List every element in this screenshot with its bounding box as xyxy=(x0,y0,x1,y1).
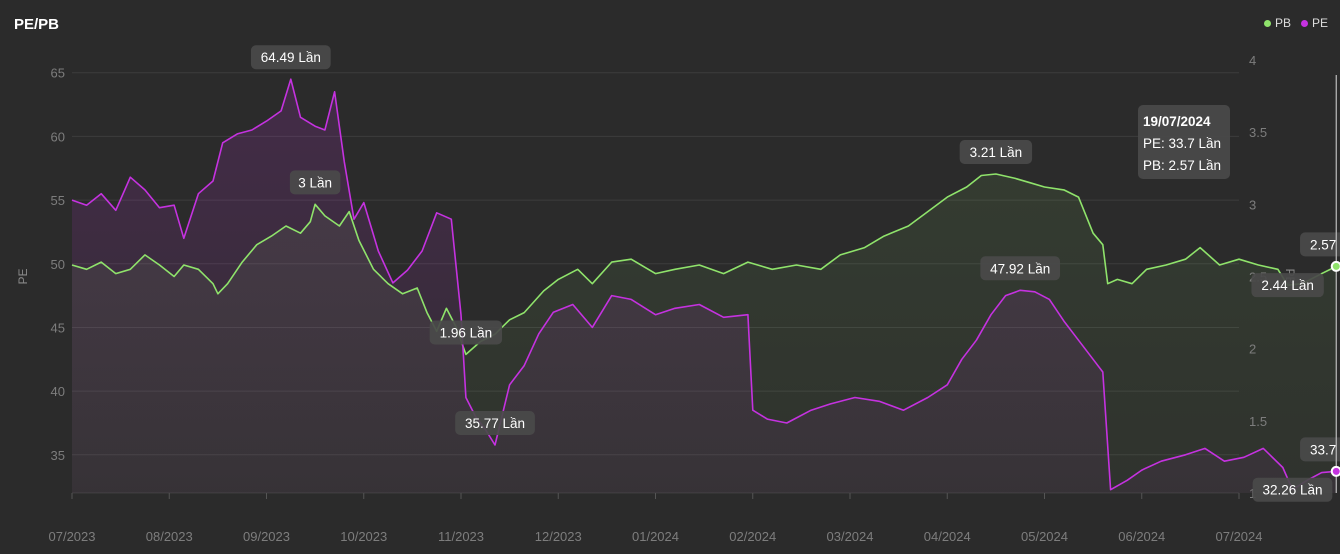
data-label-badges: 64.49 Lần 3 Lần 1.96 Lần 35.77 Lần 3.21 Lần 4… xyxy=(250,45,1340,502)
legend-label-pb: PB xyxy=(1274,16,1291,30)
x-tick-label: 05/2024 xyxy=(1021,529,1068,544)
x-tick-label: 12/2023 xyxy=(535,529,582,544)
legend-swatch-pb xyxy=(1263,19,1271,27)
badge-background xyxy=(250,45,331,70)
series-line-pe xyxy=(71,78,1337,491)
x-tick-label: 02/2024 xyxy=(729,529,776,544)
badge-text: 2.44 Lần xyxy=(1261,278,1314,293)
badge-text: 47.92 Lần xyxy=(990,261,1050,276)
pb-hover-marker xyxy=(1330,260,1340,272)
chart-axes: 3540455055606511.522.533.5407/202308/202… xyxy=(16,53,1297,544)
y-left-tick-label: 55 xyxy=(51,193,65,208)
hover-tooltip: 19/07/2024 PE: 33.7 Lần PB: 2.57 Lần xyxy=(1138,75,1340,493)
x-tick-label: 01/2024 xyxy=(632,529,679,544)
data-label-badge: 3 Lần xyxy=(289,170,341,195)
badge-text: 3 Lần xyxy=(298,175,332,190)
x-tick-label: 11/2023 xyxy=(438,529,484,544)
y-right-tick-label: 2 xyxy=(1249,342,1256,357)
badge-text: 2.57 Lần xyxy=(1310,237,1340,252)
badge-background xyxy=(455,410,535,435)
badge-background xyxy=(1300,437,1340,462)
series-area-pe xyxy=(72,79,1337,493)
series-line-pb xyxy=(71,173,1337,356)
pe-hover-marker xyxy=(1330,465,1340,477)
x-tick-label: 03/2024 xyxy=(827,529,874,544)
y-right-tick-label: 1.5 xyxy=(1249,414,1267,429)
legend-swatch-pe xyxy=(1300,19,1308,27)
tooltip-background xyxy=(1138,105,1230,179)
badge-background xyxy=(1300,232,1340,257)
data-label-badge: 3.21 Lần xyxy=(959,140,1033,165)
series-lines xyxy=(71,78,1337,491)
badge-background xyxy=(289,170,341,195)
x-tick-label: 06/2024 xyxy=(1118,529,1165,544)
y-left-tick-label: 40 xyxy=(51,384,65,399)
data-label-badge: 2.44 Lần xyxy=(1251,273,1324,298)
badge-text: 33.7 Lần xyxy=(1310,442,1340,457)
badge-text: 3.21 Lần xyxy=(970,145,1023,160)
y-right-tick-label: 1 xyxy=(1249,486,1256,501)
badge-background xyxy=(959,140,1033,165)
y-left-tick-label: 45 xyxy=(51,320,65,335)
badge-background xyxy=(1252,477,1333,502)
data-label-badge: 2.57 Lần xyxy=(1300,232,1340,257)
x-tick-label: 10/2023 xyxy=(340,529,387,544)
x-tick-label: 07/2023 xyxy=(49,529,96,544)
x-tick-label: 09/2023 xyxy=(243,529,290,544)
y-left-tick-label: 50 xyxy=(51,257,65,272)
data-label-badge: 35.77 Lần xyxy=(455,410,535,435)
x-tick-label: 04/2024 xyxy=(924,529,971,544)
data-label-badge: 32.26 Lần xyxy=(1252,477,1333,502)
tooltip-pe: PE: 33.7 Lần xyxy=(1143,136,1221,151)
badge-background xyxy=(429,320,503,345)
x-tick-label: 08/2023 xyxy=(146,529,193,544)
y-right-tick-label: 3.5 xyxy=(1249,125,1267,140)
legend-label-pe: PE xyxy=(1311,16,1328,30)
data-label-badge: 33.7 Lần xyxy=(1300,437,1340,462)
legend-item-pe[interactable]: PE xyxy=(1300,16,1328,30)
series-areas xyxy=(72,79,1337,493)
badge-text: 1.96 Lần xyxy=(440,325,493,340)
y-left-tick-label: 60 xyxy=(51,129,65,144)
y-left-tick-label: 35 xyxy=(51,448,65,463)
y-left-tick-label: 65 xyxy=(51,66,65,81)
tooltip-box: 19/07/2024 PE: 33.7 Lần PB: 2.57 Lần xyxy=(1138,105,1230,179)
badge-text: 32.26 Lần xyxy=(1262,483,1322,498)
legend-item-pb[interactable]: PB xyxy=(1263,16,1291,30)
data-label-badge: 1.96 Lần xyxy=(429,320,503,345)
badge-text: 35.77 Lần xyxy=(465,416,525,431)
tooltip-pb: PB: 2.57 Lần xyxy=(1143,158,1221,173)
y-left-axis-title: PE xyxy=(16,268,30,284)
badge-text: 64.49 Lần xyxy=(261,50,321,65)
data-label-badge: 64.49 Lần xyxy=(250,45,331,70)
tooltip-date: 19/07/2024 xyxy=(1143,114,1211,129)
badge-background xyxy=(980,256,1061,281)
x-tick-label: 07/2024 xyxy=(1216,529,1263,544)
y-right-tick-label: 3 xyxy=(1249,197,1256,212)
chart-title: PE/PB xyxy=(14,16,60,33)
chart-legend: PB PE xyxy=(1263,16,1328,30)
y-right-tick-label: 4 xyxy=(1249,53,1256,68)
badge-background xyxy=(1251,273,1324,298)
data-label-badge: 47.92 Lần xyxy=(980,256,1061,281)
